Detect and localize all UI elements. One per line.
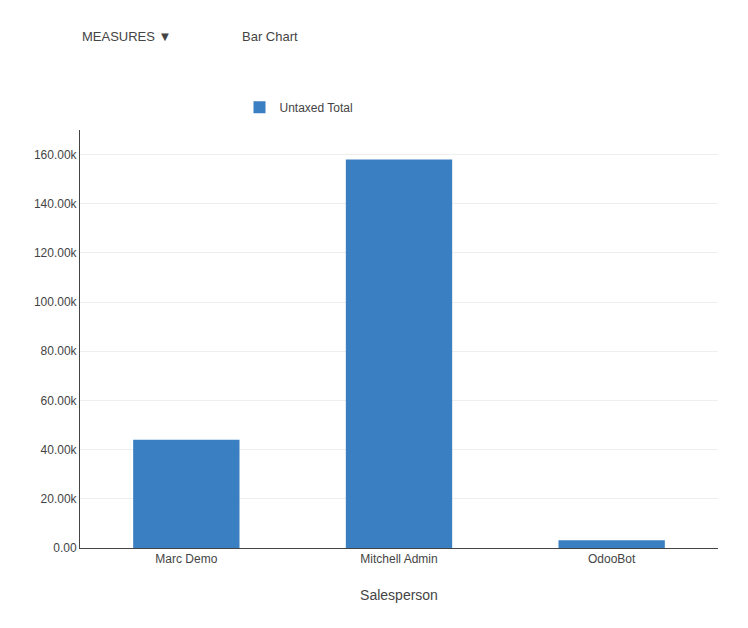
svg-text:140.00k: 140.00k — [34, 197, 78, 211]
svg-text:0.00: 0.00 — [53, 541, 77, 555]
svg-text:Salesperson: Salesperson — [360, 587, 438, 603]
svg-text:Mitchell Admin: Mitchell Admin — [360, 552, 437, 566]
svg-text:100.00k: 100.00k — [34, 295, 78, 309]
svg-text:MEASURES ▼: MEASURES ▼ — [82, 29, 171, 44]
svg-text:Bar Chart: Bar Chart — [242, 29, 298, 44]
svg-text:40.00k: 40.00k — [41, 443, 78, 457]
svg-text:160.00k: 160.00k — [34, 148, 78, 162]
svg-text:OdooBot: OdooBot — [588, 552, 636, 566]
svg-text:120.00k: 120.00k — [34, 246, 78, 260]
svg-text:60.00k: 60.00k — [41, 394, 78, 408]
svg-text:20.00k: 20.00k — [41, 492, 78, 506]
svg-text:80.00k: 80.00k — [41, 344, 78, 358]
svg-text:Untaxed Total: Untaxed Total — [280, 101, 353, 115]
svg-text:Marc Demo: Marc Demo — [155, 552, 217, 566]
